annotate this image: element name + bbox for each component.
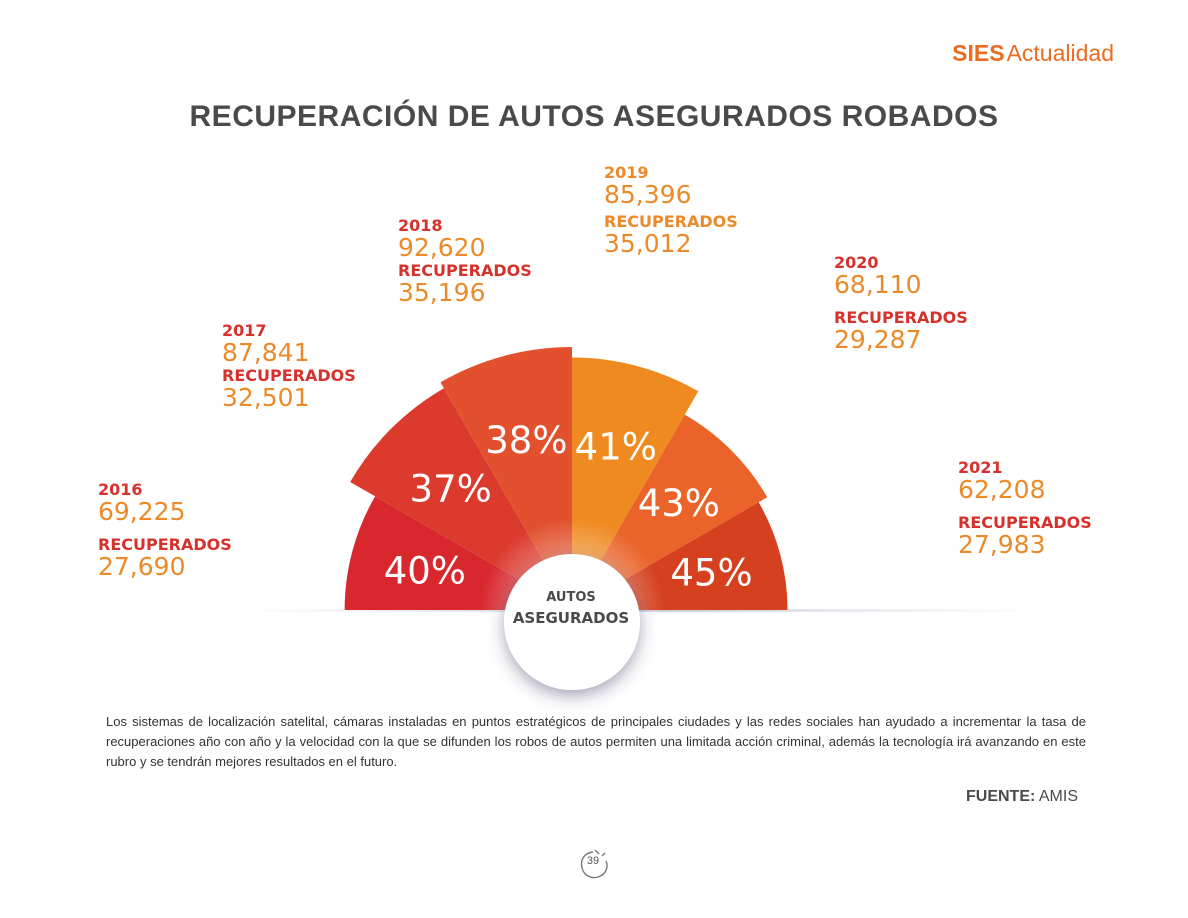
brand-part2: Actualidad: [1006, 40, 1114, 66]
recovered-key: RECUPERADOS: [398, 261, 532, 281]
page-number: 39: [578, 848, 612, 882]
recovered-key: RECUPERADOS: [222, 366, 356, 386]
pct-label-2019: 41%: [575, 426, 657, 469]
pct-label-2021: 45%: [670, 552, 752, 595]
stolen-value: 68,110: [834, 269, 922, 299]
brand-part1: SIES: [952, 40, 1005, 66]
center-label-line1: AUTOS: [546, 590, 596, 605]
recovered-key: RECUPERADOS: [958, 513, 1092, 533]
page-title: RECUPERACIÓN DE AUTOS ASEGURADOS ROBADOS: [189, 100, 999, 133]
recovered-value: 27,983: [958, 529, 1046, 559]
year-label: 2017: [222, 321, 267, 340]
recovered-key: RECUPERADOS: [604, 212, 738, 232]
year-label: 2020: [834, 253, 879, 272]
source-label: FUENTE:: [965, 788, 1036, 805]
pct-label-2016: 40%: [384, 550, 466, 593]
description-paragraph: Los sistemas de localización satelital, …: [106, 714, 1086, 769]
year-label: 2016: [98, 480, 143, 499]
label-2020: 2020 68,110 RECUPERADOS 29,287: [834, 253, 968, 354]
source-value: AMIS: [1038, 788, 1078, 805]
stolen-value: 92,620: [398, 232, 486, 262]
stolen-value: 87,841: [222, 337, 310, 367]
recovered-value: 27,690: [98, 551, 186, 581]
label-2018: 2018 92,620 RECUPERADOS 35,196: [398, 216, 532, 307]
pct-label-2017: 37%: [410, 468, 492, 511]
center-label: AUTOS ASEGURADOS: [500, 590, 642, 627]
label-2017: 2017 87,841 RECUPERADOS 32,501: [222, 321, 356, 412]
stolen-value: 69,225: [98, 496, 186, 526]
year-label: 2019: [604, 163, 649, 182]
recovered-value: 35,012: [604, 228, 692, 258]
page-badge-icon: [580, 849, 608, 879]
recovered-value: 29,287: [834, 324, 922, 354]
label-2019: 2019 85,396 RECUPERADOS 35,012: [604, 163, 738, 258]
recovered-key: RECUPERADOS: [98, 535, 232, 555]
year-label: 2018: [398, 216, 443, 235]
pct-label-2018: 38%: [485, 419, 567, 462]
source-note: FUENTE: AMIS: [966, 788, 1078, 806]
page-number-text: 39: [586, 855, 600, 867]
label-2016: 2016 69,225 RECUPERADOS 27,690: [98, 480, 232, 581]
recovered-key: RECUPERADOS: [834, 308, 968, 328]
stolen-value: 62,208: [958, 474, 1046, 504]
brand-logo: SIESActualidad: [952, 40, 1114, 67]
year-label: 2021: [958, 458, 1003, 477]
stolen-value: 85,396: [604, 179, 692, 209]
center-label-line2: ASEGURADOS: [512, 609, 630, 627]
recovered-value: 35,196: [398, 277, 486, 307]
pct-label-2020: 43%: [638, 482, 720, 525]
center-circle: [504, 554, 640, 690]
label-2021: 2021 62,208 RECUPERADOS 27,983: [958, 458, 1092, 559]
recovered-value: 32,501: [222, 382, 310, 412]
